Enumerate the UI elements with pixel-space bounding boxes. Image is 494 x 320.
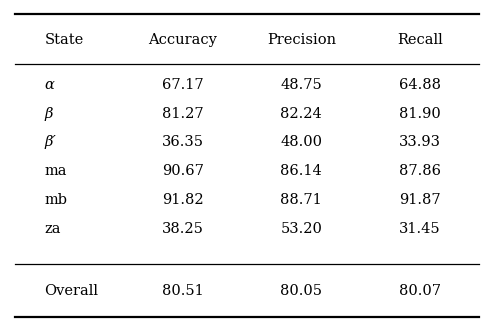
Text: ma: ma bbox=[44, 164, 67, 178]
Text: 31.45: 31.45 bbox=[399, 222, 441, 236]
Text: 91.87: 91.87 bbox=[399, 193, 441, 207]
Text: 81.90: 81.90 bbox=[399, 107, 441, 121]
Text: 90.67: 90.67 bbox=[162, 164, 204, 178]
Text: za: za bbox=[44, 222, 61, 236]
Text: 88.71: 88.71 bbox=[281, 193, 322, 207]
Text: Accuracy: Accuracy bbox=[148, 33, 217, 47]
Text: 91.82: 91.82 bbox=[162, 193, 204, 207]
Text: 48.75: 48.75 bbox=[281, 78, 322, 92]
Text: β: β bbox=[44, 107, 53, 121]
Text: 67.17: 67.17 bbox=[162, 78, 204, 92]
Text: 64.88: 64.88 bbox=[399, 78, 441, 92]
Text: mb: mb bbox=[44, 193, 68, 207]
Text: Overall: Overall bbox=[44, 284, 98, 298]
Text: State: State bbox=[44, 33, 83, 47]
Text: β′: β′ bbox=[44, 135, 56, 149]
Text: 80.07: 80.07 bbox=[399, 284, 441, 298]
Text: 80.05: 80.05 bbox=[280, 284, 323, 298]
Text: Recall: Recall bbox=[397, 33, 443, 47]
Text: 48.00: 48.00 bbox=[280, 135, 323, 149]
Text: 33.93: 33.93 bbox=[399, 135, 441, 149]
Text: Precision: Precision bbox=[267, 33, 336, 47]
Text: 86.14: 86.14 bbox=[281, 164, 322, 178]
Text: 82.24: 82.24 bbox=[281, 107, 322, 121]
Text: 36.35: 36.35 bbox=[162, 135, 204, 149]
Text: α: α bbox=[44, 78, 54, 92]
Text: 38.25: 38.25 bbox=[162, 222, 204, 236]
Text: 53.20: 53.20 bbox=[281, 222, 322, 236]
Text: 87.86: 87.86 bbox=[399, 164, 441, 178]
Text: 80.51: 80.51 bbox=[162, 284, 204, 298]
Text: 81.27: 81.27 bbox=[162, 107, 204, 121]
